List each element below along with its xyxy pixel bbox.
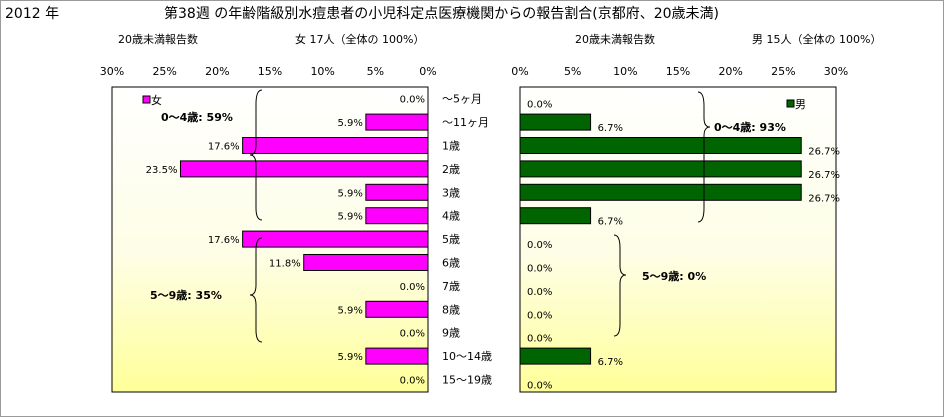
female-legend-label: 女 (151, 93, 162, 107)
female-value-label: 0.0% (400, 95, 425, 106)
female-xtick-label: 30% (100, 65, 124, 78)
female-bar (365, 300, 429, 318)
female-value-label: 0.0% (400, 329, 425, 340)
female-xtick-label: 5% (367, 65, 384, 78)
female-xtick-label: 25% (152, 65, 176, 78)
female-value-label: 11.8% (269, 259, 301, 270)
female-value-label: 5.9% (337, 188, 362, 199)
female-bar (365, 113, 429, 131)
female-subtitle-right: 女 17人（全体の 100%） (295, 32, 424, 46)
female-value-label: 17.6% (208, 235, 240, 246)
female-value-label: 23.5% (146, 165, 178, 176)
male-xtick-label: 15% (666, 65, 690, 78)
category-label: 9歳 (442, 327, 460, 340)
female-xtick-label: 10% (310, 65, 334, 78)
male-value-label: 0.0% (527, 310, 552, 321)
male-xtick-label: 20% (718, 65, 742, 78)
male-value-label: 26.7% (808, 170, 840, 181)
female-subtitle-left: 20歳未満報告数 (118, 33, 198, 46)
category-label: 15～19歳 (442, 374, 492, 387)
category-label: 8歳 (442, 303, 460, 316)
year-label: 2012 年 (5, 6, 59, 22)
female-group1-label: 0～4歳: 59% (161, 110, 233, 124)
male-bar (519, 160, 802, 178)
female-bar (365, 347, 429, 365)
male-value-label: 0.0% (527, 100, 552, 111)
male-value-label: 0.0% (527, 381, 552, 392)
male-value-label: 0.0% (527, 264, 552, 275)
female-xtick-label: 15% (258, 65, 282, 78)
category-label: 10～14歳 (442, 350, 492, 363)
female-group2-bracket (249, 237, 263, 343)
female-value-label: 5.9% (337, 352, 362, 363)
female-bar (365, 207, 429, 225)
chart-marks: 30% 25% 20% 15% 10% 5% 0% 0.0% 5.9% 17.6% 23.5% 5.9… (100, 65, 848, 392)
female-xtick-label: 0% (419, 65, 436, 78)
female-xtick-label: 20% (205, 65, 229, 78)
female-bar (365, 183, 429, 201)
female-group2-label: 5～9歳: 35% (150, 288, 222, 302)
male-value-label: 6.7% (598, 217, 623, 228)
category-label: 5歳 (442, 233, 460, 246)
male-value-label: 26.7% (808, 147, 840, 158)
male-xtick-label: 30% (824, 65, 848, 78)
male-bar (519, 207, 592, 225)
female-value-label: 5.9% (337, 212, 362, 223)
male-bar (519, 137, 802, 154)
category-label: 1歳 (442, 140, 460, 153)
male-bar (519, 347, 592, 365)
male-value-label: 0.0% (527, 287, 552, 298)
female-legend-swatch (142, 95, 151, 104)
category-label: 4歳 (442, 210, 460, 223)
male-value-label: 26.7% (808, 193, 840, 204)
female-value-label: 0.0% (400, 376, 425, 387)
male-legend-label: 男 (795, 98, 806, 111)
female-bar (242, 137, 429, 154)
male-value-label: 6.7% (598, 123, 623, 134)
female-group1-bracket (249, 89, 263, 221)
category-label: 3歳 (442, 186, 460, 199)
male-group1-bracket (697, 91, 711, 223)
female-value-label: 5.9% (337, 118, 362, 129)
female-bar (242, 230, 429, 248)
category-label: 6歳 (442, 257, 460, 270)
category-label: ～5ヶ月 (442, 93, 482, 106)
female-value-label: 5.9% (337, 305, 362, 316)
male-xtick-label: 5% (564, 65, 581, 78)
category-label: ～11ヶ月 (442, 116, 489, 129)
male-value-label: 0.0% (527, 240, 552, 251)
male-subtitle-right: 男 15人（全体の 100%） (752, 32, 881, 46)
male-xtick-label: 10% (613, 65, 637, 78)
female-value-label: 0.0% (400, 282, 425, 293)
male-xtick-label: 25% (771, 65, 795, 78)
male-xtick-label: 0% (511, 65, 528, 78)
male-group2-label: 5～9歳: 0% (642, 269, 706, 283)
category-label: 2歳 (442, 163, 460, 176)
category-label: 7歳 (442, 280, 460, 293)
male-value-label: 0.0% (527, 334, 552, 345)
male-value-label: 6.7% (598, 357, 623, 368)
male-subtitle-left: 20歳未満報告数 (575, 33, 655, 46)
female-value-label: 17.6% (208, 142, 240, 153)
female-bar (303, 254, 429, 271)
chart-title: 第38週 の年齢階級別水痘患者の小児科定点医療機関からの報告割合(京都府、20歳… (164, 5, 719, 22)
female-bar (179, 160, 429, 178)
male-plot-area (519, 86, 837, 393)
male-group2-bracket (613, 234, 627, 337)
male-bar (519, 183, 802, 201)
male-bar (519, 113, 592, 131)
male-legend-swatch (786, 99, 795, 108)
male-group1-label: 0～4歳: 93% (714, 120, 786, 134)
